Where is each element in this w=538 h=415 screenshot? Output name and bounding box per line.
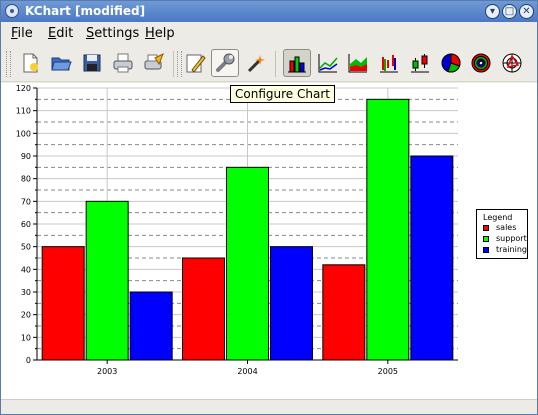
- y-tick-label: 10: [21, 333, 31, 342]
- bar-training-2004: [270, 246, 313, 361]
- title-bar[interactable]: KChart [modified] ▾ □ ✕: [1, 1, 537, 22]
- status-bar: [1, 399, 537, 414]
- bar-chart-icon[interactable]: [283, 49, 311, 77]
- x-tick-label: 2004: [237, 367, 257, 376]
- tooltip: Configure Chart: [230, 85, 335, 103]
- print-icon[interactable]: [109, 49, 137, 77]
- y-tick-label: 100: [16, 129, 31, 138]
- toolbar-separator: [275, 51, 276, 77]
- legend-label: support: [496, 234, 527, 243]
- chart-area[interactable]: 0 10 20 30 40 50 60 70 80 90 100 110 120 2003 2004 2005…: [1, 83, 537, 399]
- x-tick-label: 2003: [97, 367, 117, 376]
- y-tick-label: 70: [21, 197, 31, 206]
- toolbar-grip[interactable]: [6, 51, 11, 77]
- maximize-button[interactable]: □: [502, 4, 517, 19]
- menu-bar: File Edit Settings Help: [1, 22, 537, 45]
- y-tick-label: 0: [26, 356, 31, 365]
- toolbar: [1, 45, 537, 82]
- menu-help[interactable]: Help: [145, 26, 175, 41]
- menu-edit[interactable]: Edit: [48, 26, 74, 41]
- polar-chart-icon[interactable]: [498, 49, 526, 77]
- window-title: KChart [modified]: [25, 4, 146, 18]
- close-button[interactable]: ✕: [519, 4, 534, 19]
- print-preview-icon[interactable]: [140, 49, 168, 77]
- y-tick-label: 60: [21, 220, 31, 229]
- bar-support-2005: [366, 98, 410, 361]
- wizard-icon[interactable]: [242, 49, 270, 77]
- legend-item-sales: sales: [483, 223, 525, 233]
- toolbar-separator: [173, 51, 174, 77]
- y-tick-label: 30: [21, 288, 31, 297]
- y-tick-label: 120: [16, 84, 31, 93]
- save-icon[interactable]: [78, 49, 106, 77]
- y-tick-label: 90: [21, 152, 31, 161]
- legend-item-support: support: [483, 234, 527, 244]
- minimize-button[interactable]: ▾: [485, 4, 500, 19]
- new-document-icon[interactable]: [16, 49, 44, 77]
- menu-settings[interactable]: Settings: [86, 26, 140, 41]
- app-menu-icon[interactable]: [5, 4, 19, 18]
- y-tick-label: 50: [21, 243, 31, 252]
- area-chart-icon[interactable]: [344, 49, 372, 77]
- y-tick-label: 110: [16, 107, 31, 116]
- toolbar-grip[interactable]: [177, 51, 182, 77]
- y-tick-label: 80: [21, 175, 31, 184]
- bar-sales-2003: [41, 246, 85, 361]
- bar-support-2003: [85, 200, 129, 361]
- box-whisker-chart-icon[interactable]: [406, 49, 434, 77]
- legend-swatch: [483, 225, 489, 231]
- menu-file[interactable]: File: [11, 26, 33, 41]
- y-tick-label: 20: [21, 311, 31, 320]
- bar-sales-2005: [322, 264, 366, 361]
- hilo-chart-icon[interactable]: [375, 49, 403, 77]
- legend-swatch: [483, 247, 489, 253]
- bar-training-2003: [129, 291, 173, 361]
- legend-title: Legend: [483, 213, 513, 222]
- bar-support-2004: [226, 166, 269, 361]
- bar-sales-2004: [182, 257, 225, 361]
- bar-chart: 0 10 20 30 40 50 60 70 80 90 100 110 120 2003 2004 2005: [16, 84, 458, 376]
- configure-chart-icon[interactable]: [211, 49, 239, 77]
- chart-legend: Legend sales support training: [476, 209, 528, 259]
- edit-data-icon[interactable]: [181, 49, 209, 77]
- bar-training-2005: [410, 155, 454, 361]
- legend-swatch: [483, 236, 489, 242]
- pie-chart-icon[interactable]: [437, 49, 465, 77]
- legend-label: sales: [496, 223, 517, 232]
- ring-chart-icon[interactable]: [467, 49, 495, 77]
- open-folder-icon[interactable]: [47, 49, 75, 77]
- legend-item-training: training: [483, 245, 527, 255]
- legend-label: training: [496, 245, 527, 254]
- line-chart-icon[interactable]: [314, 49, 342, 77]
- y-tick-label: 40: [21, 265, 31, 274]
- x-tick-label: 2005: [378, 367, 398, 376]
